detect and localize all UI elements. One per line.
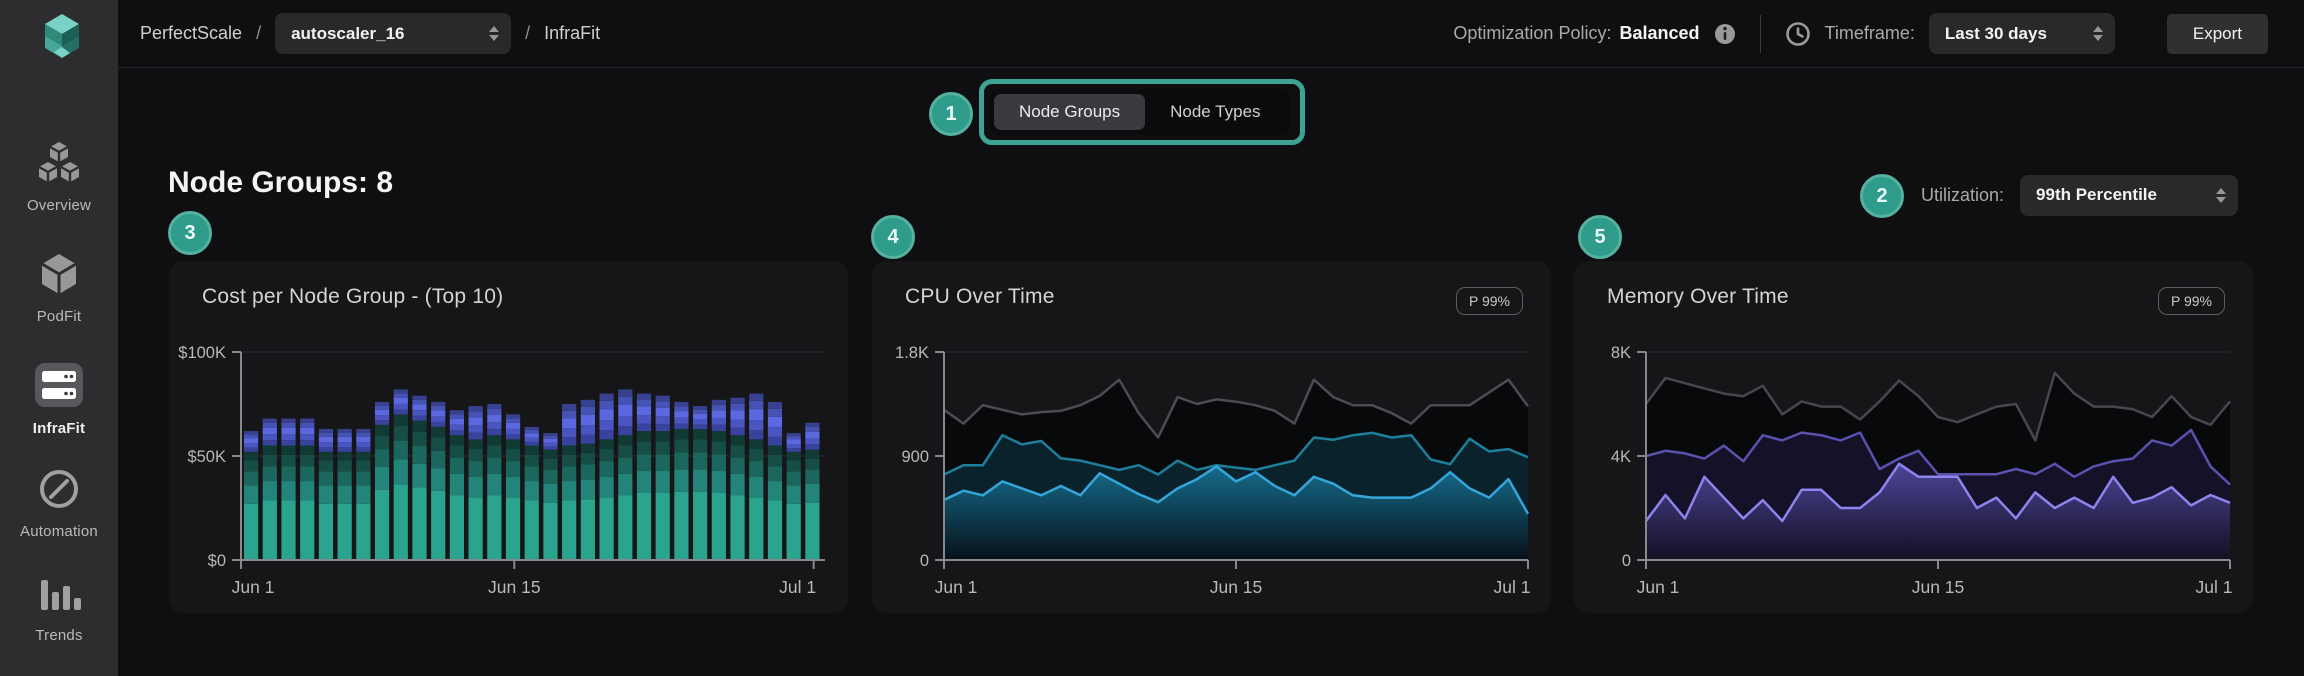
cpu-over-time-card: CPU Over Time P 99% 0 900 1.8K Jun 1 Jun 15 J…: [872, 261, 1551, 613]
page-title: Node Groups: 8: [168, 166, 394, 199]
breadcrumb-separator: /: [525, 23, 531, 43]
chart-title: Cost per Node Group - (Top 10): [202, 285, 504, 308]
sidebar-item-infrafit[interactable]: InfraFit: [0, 361, 118, 437]
annotation-highlight-ring: [979, 79, 1305, 145]
svg-text:Jul 1: Jul 1: [1494, 577, 1531, 597]
svg-text:$0: $0: [208, 552, 226, 570]
select-arrows-icon: [2092, 26, 2103, 41]
sidebar-item-label: PodFit: [36, 308, 82, 325]
perfectscale-logo[interactable]: [28, 6, 90, 73]
svg-text:Jun 1: Jun 1: [935, 577, 978, 597]
breadcrumb-separator: /: [256, 23, 262, 43]
circle-slash-icon: [36, 470, 82, 516]
policy-label: Optimization Policy:: [1453, 23, 1612, 43]
svg-text:0: 0: [1622, 552, 1631, 570]
utilization-label: Utilization:: [1921, 184, 2005, 205]
sidebar-item-automation[interactable]: Automation: [0, 466, 118, 540]
chart-title: CPU Over Time: [905, 285, 1055, 308]
svg-text:Jun 15: Jun 15: [1912, 577, 1965, 597]
sidebar-item-label: InfraFit: [32, 420, 86, 437]
chart-title: Memory Over Time: [1607, 285, 1789, 308]
timeframe-label: Timeframe:: [1824, 23, 1915, 43]
export-button[interactable]: Export: [2166, 13, 2268, 54]
sidebar-item-overview[interactable]: Overview: [0, 140, 118, 214]
cube-icon: [35, 254, 83, 301]
svg-text:1.8K: 1.8K: [895, 344, 929, 362]
sidebar-item-label: Overview: [26, 197, 92, 214]
bar-chart-icon: [35, 580, 83, 620]
select-arrows-icon: [2216, 187, 2227, 203]
svg-text:4K: 4K: [1611, 448, 1631, 466]
timeframe-select-value: Last 30 days: [1944, 23, 2047, 43]
svg-text:Jun 15: Jun 15: [488, 577, 541, 597]
breadcrumb-app: PerfectScale: [140, 23, 243, 43]
svg-text:8K: 8K: [1611, 344, 1631, 362]
svg-text:Jun 1: Jun 1: [1637, 577, 1680, 597]
svg-text:0: 0: [920, 552, 929, 570]
toggle-node-types[interactable]: Node Types: [1170, 102, 1261, 121]
server-icon: [33, 363, 85, 413]
clock-icon: [1785, 21, 1811, 47]
svg-text:Jul 1: Jul 1: [779, 577, 816, 597]
svg-text:Jul 1: Jul 1: [2196, 577, 2233, 597]
annotation-badge-1: 1: [929, 92, 973, 136]
sidebar-item-label: Trends: [35, 627, 83, 644]
svg-text:900: 900: [901, 448, 929, 466]
info-icon[interactable]: [1714, 23, 1736, 45]
utilization-row: Utilization: 99th Percentile: [1921, 174, 2239, 216]
memory-area-chart: 0 4K 8K Jun 1 Jun 15 Jul 1: [1611, 344, 2233, 597]
cpu-area-chart: 0 900 1.8K Jun 1 Jun 15 Jul 1: [895, 344, 1531, 597]
percentile-chip: P 99%: [1456, 287, 1523, 315]
cost-bar-chart: $0 $50K $100K Jun 1 Jun 15 Jul 1: [178, 344, 825, 597]
percentile-chip: P 99%: [2158, 287, 2225, 315]
breadcrumb: PerfectScale / autoscaler_16 / InfraFit: [140, 0, 600, 67]
breadcrumb-page: InfraFit: [544, 23, 601, 43]
svg-text:$50K: $50K: [187, 448, 226, 466]
annotation-badge-4: 4: [871, 215, 915, 259]
sidebar-item-label: Automation: [20, 523, 98, 540]
sidebar-item-podfit[interactable]: PodFit: [0, 251, 118, 325]
node-view-toggle: Node Groups Node Types: [990, 89, 1290, 135]
cubes-icon: [35, 142, 83, 190]
sidebar: Overview PodFit InfraFit: [0, 0, 118, 676]
sidebar-item-trends[interactable]: Trends: [0, 574, 118, 644]
header-actions: Optimization Policy: Balanced Timeframe:…: [1453, 0, 2268, 67]
annotation-badge-2: 2: [1860, 174, 1904, 218]
top-header: PerfectScale / autoscaler_16 / InfraFit …: [118, 0, 2304, 68]
annotation-badge-5: 5: [1578, 215, 1622, 259]
svg-text:$100K: $100K: [178, 344, 226, 362]
header-divider: [1759, 14, 1761, 53]
cluster-select[interactable]: autoscaler_16: [275, 13, 512, 54]
cluster-select-value: autoscaler_16: [291, 23, 405, 43]
policy-value: Balanced: [1619, 23, 1700, 43]
annotation-badge-3: 3: [168, 211, 212, 255]
timeframe-select[interactable]: Last 30 days: [1928, 13, 2115, 54]
svg-text:Jun 1: Jun 1: [232, 577, 275, 597]
cost-per-node-group-card: Cost per Node Group - (Top 10) $0 $50K $10…: [169, 261, 848, 613]
select-arrows-icon: [489, 26, 500, 41]
memory-over-time-card: Memory Over Time P 99% 0 4K 8K Jun 1 Jun 15 J…: [1574, 261, 2253, 613]
utilization-select[interactable]: 99th Percentile: [2020, 174, 2239, 216]
toggle-node-groups[interactable]: Node Groups: [994, 94, 1146, 130]
svg-text:Jun 15: Jun 15: [1210, 577, 1263, 597]
utilization-select-value: 99th Percentile: [2036, 185, 2157, 204]
